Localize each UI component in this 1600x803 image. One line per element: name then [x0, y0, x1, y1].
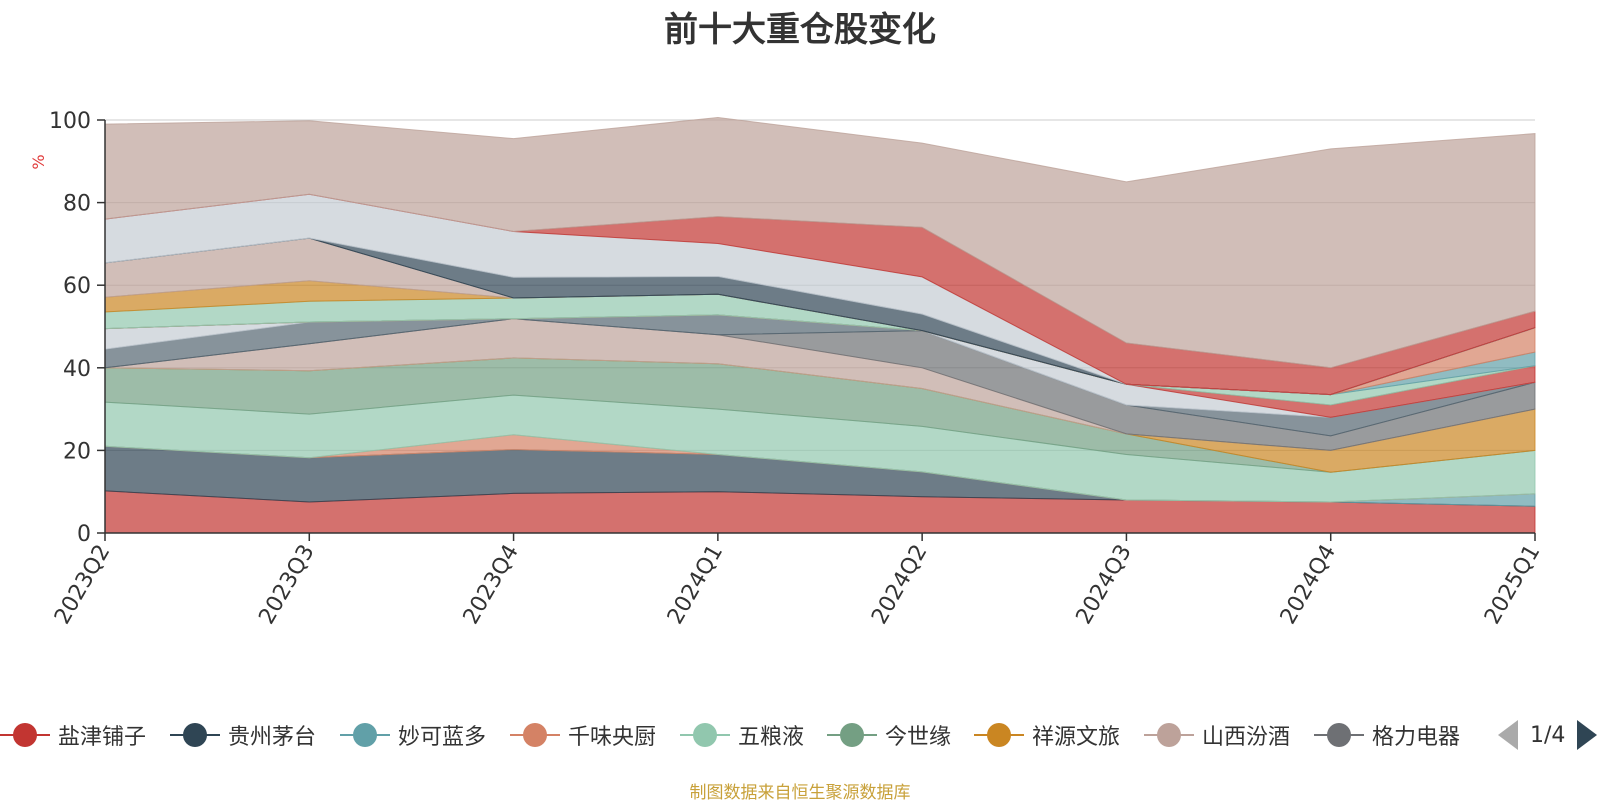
x-tick-label: 2023Q4 [459, 541, 524, 629]
legend-marker-icon [680, 720, 730, 750]
y-tick-label: 20 [63, 439, 91, 464]
legend-label: 贵州茅台 [228, 725, 317, 750]
y-tick-label: 100 [49, 109, 91, 134]
legend-items: 盐津铺子 贵州茅台 妙可蓝多 千味央厨 五粮液 今世缘 祥源文旅 山西汾酒 格力电器 [0, 712, 1466, 758]
legend-label: 格力电器 [1372, 725, 1461, 750]
legend-marker-icon [0, 720, 50, 750]
legend-label: 山西汾酒 [1202, 725, 1291, 750]
legend-pager: 1/4 [1498, 712, 1598, 758]
y-tick-label: 40 [63, 357, 91, 382]
y-tick-label: 0 [77, 522, 91, 547]
legend-item[interactable]: 五粮液 [680, 712, 804, 758]
legend-label: 今世缘 [885, 725, 952, 750]
chart-title: 前十大重仓股变化 [664, 10, 936, 50]
legend-marker-icon [170, 720, 220, 750]
legend-item[interactable]: 祥源文旅 [974, 712, 1120, 758]
legend-item[interactable]: 妙可蓝多 [340, 712, 486, 758]
x-tick-label: 2023Q3 [254, 541, 319, 629]
x-tick-label: 2024Q1 [663, 541, 728, 629]
legend-marker-icon [827, 720, 877, 750]
legend-item[interactable]: 今世缘 [827, 712, 951, 758]
x-tick-label: 2025Q1 [1480, 541, 1545, 629]
legend-item[interactable]: 贵州茅台 [170, 712, 316, 758]
x-tick-label: 2024Q2 [867, 541, 932, 629]
legend-item[interactable]: 千味央厨 [510, 712, 656, 758]
legend-marker-icon [340, 720, 390, 750]
legend-label: 妙可蓝多 [398, 725, 487, 750]
legend-marker-icon [974, 720, 1024, 750]
area-series-23 [104, 116, 1536, 369]
legend-label: 五粮液 [738, 725, 805, 750]
legend-marker-icon [510, 720, 560, 750]
legend: 盐津铺子 贵州茅台 妙可蓝多 千味央厨 五粮液 今世缘 祥源文旅 山西汾酒 格力电器 1/4 [0, 712, 1600, 758]
legend-item[interactable]: 格力电器 [1314, 712, 1460, 758]
source-note: 制图数据来自恒生聚源数据库 [689, 783, 911, 803]
legend-marker-icon [1314, 720, 1364, 750]
legend-item[interactable]: 盐津铺子 [0, 712, 146, 758]
legend-next-page-icon[interactable] [1577, 720, 1598, 750]
x-tick-label: 2023Q2 [50, 541, 115, 629]
y-tick-label: 80 [63, 192, 91, 217]
x-tick-label: 2024Q3 [1072, 541, 1137, 629]
legend-item[interactable]: 山西汾酒 [1144, 712, 1290, 758]
y-axis-label: % [29, 154, 48, 169]
x-tick-label: 2024Q4 [1276, 541, 1341, 629]
legend-marker-icon [1144, 720, 1194, 750]
area-series [104, 116, 1536, 534]
y-tick-label: 60 [63, 274, 91, 299]
legend-page-indicator: 1/4 [1530, 722, 1566, 748]
legend-prev-page-icon[interactable] [1498, 720, 1518, 750]
legend-label: 盐津铺子 [58, 725, 147, 750]
legend-label: 千味央厨 [568, 725, 657, 750]
legend-label: 祥源文旅 [1032, 725, 1121, 750]
